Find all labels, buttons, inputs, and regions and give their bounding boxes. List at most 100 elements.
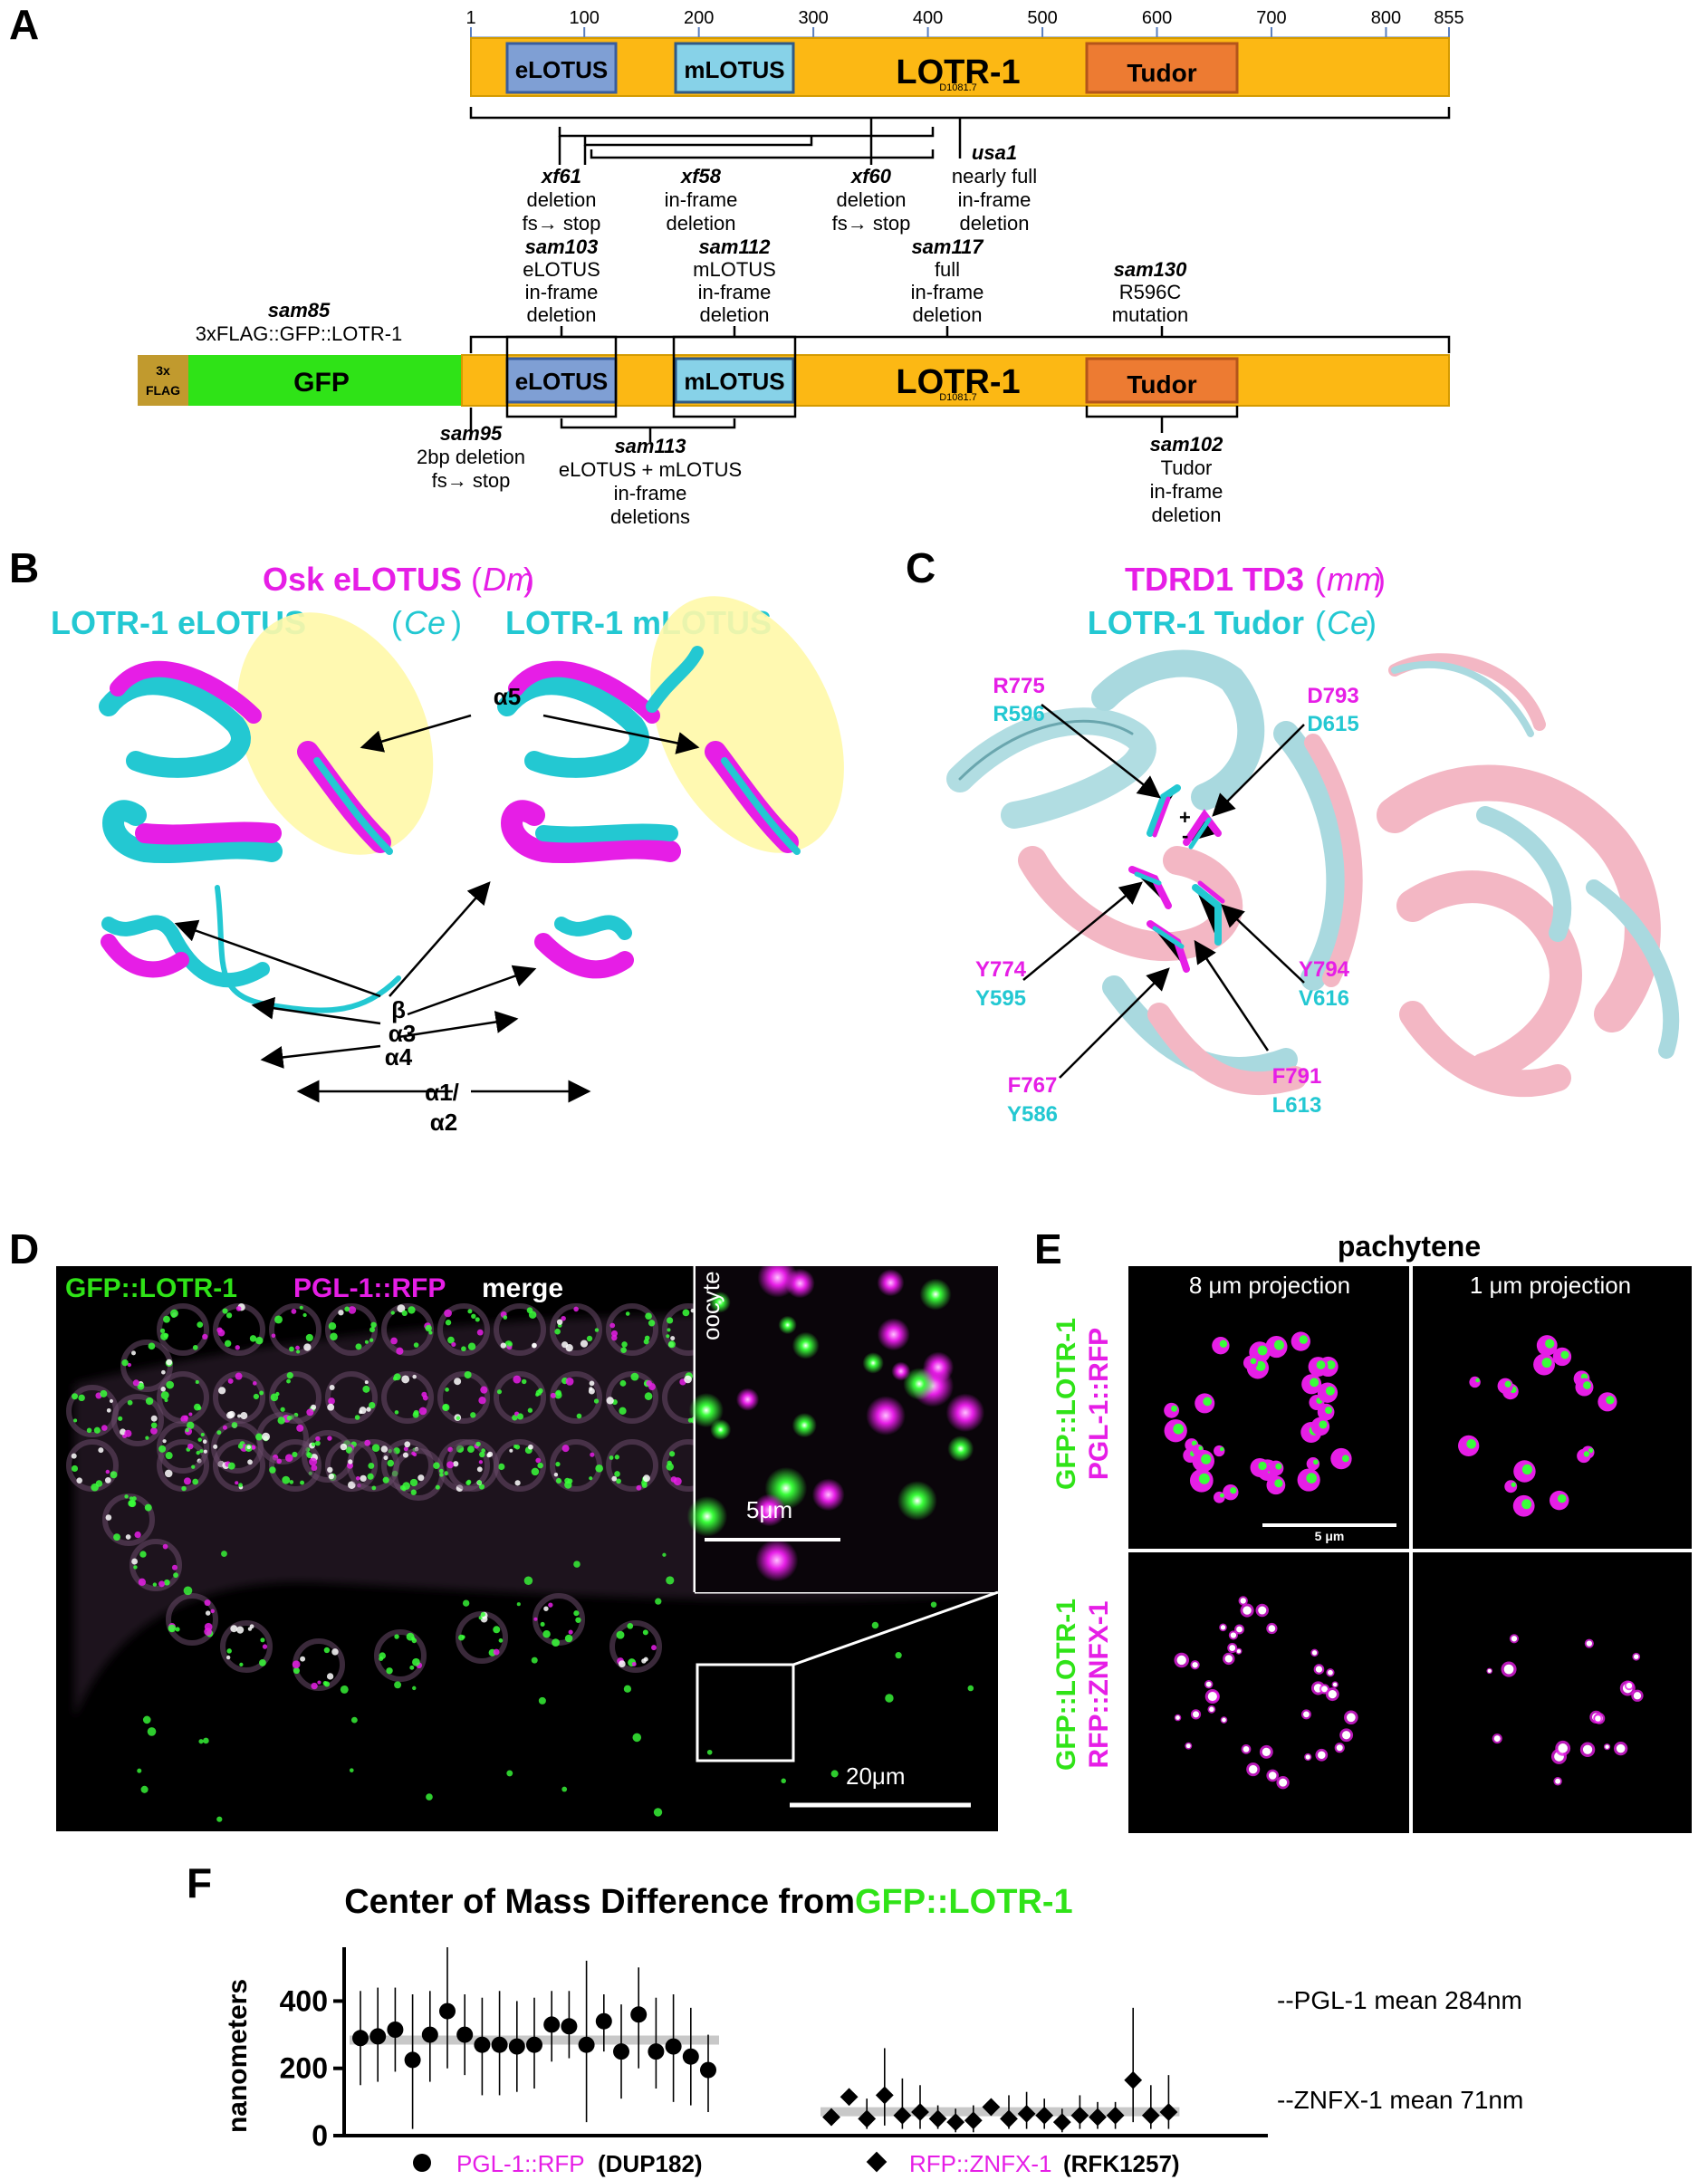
panel-letter-c: C [906, 544, 936, 591]
alpha5-label: α5 [494, 683, 521, 710]
nucleus-36 [292, 1638, 345, 1691]
e-q1-granule-29 [1317, 1382, 1339, 1403]
chart-title-highlight: GFP::LOTR-1 [855, 1883, 1073, 1921]
chart-title-prefix: Center of Mass Difference from [344, 1883, 855, 1921]
panel-letter-a: A [9, 1, 40, 48]
allele-sam117-desc-3: deletion [912, 303, 982, 326]
inset-granule-7 [755, 1539, 799, 1582]
e-q1-granule-15 [1301, 1374, 1322, 1395]
alpha3-label: α3 [389, 1020, 416, 1047]
row2-magenta-label: RFP::ZNFX-1 [1084, 1600, 1114, 1769]
y-tick-label-2: 400 [280, 1984, 328, 2017]
tudor-domain-box-2 [1085, 357, 1239, 404]
lotr-elotus-species-open: ( [391, 604, 402, 641]
e-q3-granule-36 [1310, 1648, 1319, 1657]
allele-sam112-desc-2: in-frame [698, 281, 772, 303]
ruler-tick-label-9: 855 [1434, 8, 1463, 28]
elotus-domain-label: eLOTUS [515, 56, 609, 83]
gfp-tag-label: GFP [293, 368, 350, 398]
legend-pgl1-name: PGL-1::RFP [456, 2150, 585, 2177]
charge-minus: - [1182, 824, 1188, 847]
row2-green-label: GFP::LOTR-1 [1051, 1599, 1081, 1771]
residue-ce-4: L613 [1272, 1093, 1322, 1118]
quadrant-2-blobs [1458, 1335, 1617, 1517]
deletion-brackets-top [469, 107, 1451, 165]
e-q4-granule-0 [1579, 1742, 1596, 1757]
allele-usa1-desc-1: nearly full [952, 165, 1037, 187]
allele-sam117-desc-2: in-frame [911, 281, 984, 303]
label-merge: merge [482, 1273, 564, 1303]
nucleus-15 [437, 1370, 490, 1424]
e-q2-granule-7 [1577, 1448, 1591, 1464]
mlotus-ribbon-model [497, 646, 801, 979]
inset-granule-1 [866, 1396, 906, 1436]
point-1-7 [946, 2113, 965, 2132]
residue-ce-2: Y595 [975, 986, 1026, 1011]
point-0-16 [630, 2006, 648, 2023]
e-q3-granule-1 [1227, 1643, 1238, 1654]
point-1-14 [1070, 2106, 1089, 2125]
e-q3-granule-24 [1190, 1709, 1202, 1720]
inset-granule-0 [778, 1315, 797, 1335]
ruler-tick-label-5: 500 [1027, 8, 1057, 28]
mlotus-domain-box-2 [674, 357, 795, 404]
gfp-tag-box [188, 355, 471, 406]
scale-5um-label: 5μm [746, 1496, 793, 1523]
granule-37 [967, 1685, 974, 1692]
e-q4-granule-7 [1492, 1733, 1502, 1744]
nucleus-28 [606, 1439, 658, 1492]
point-0-10 [526, 2036, 542, 2053]
elotus-ribbon-model [99, 660, 401, 1013]
e-q1-granule-13 [1189, 1468, 1214, 1493]
point-0-14 [595, 2012, 612, 2030]
e-q1-granule-2 [1265, 1335, 1288, 1359]
residue-ce-3: V616 [1299, 986, 1349, 1011]
quadrant-4-blobs [1486, 1634, 1644, 1786]
point-1-18 [1141, 2106, 1160, 2125]
mean-band-1 [820, 2107, 1180, 2117]
e-q3-granule-37 [1220, 1716, 1228, 1724]
nucleus-4 [381, 1303, 434, 1356]
y-axis-label: nanometers [223, 1979, 253, 2133]
ruler-ticks: 1 100 200 300 400 500 600 700 800 855 [465, 8, 1464, 38]
allele-xf58-name: xf58 [680, 165, 722, 187]
nucleus-37 [374, 1629, 427, 1682]
e-q3-granule-23 [1259, 1744, 1273, 1759]
granule-38 [221, 1551, 227, 1557]
nucleus-38 [456, 1611, 508, 1664]
e-q3-granule-9 [1241, 1743, 1252, 1754]
e-q3-granule-33 [1234, 1624, 1245, 1635]
granule-22 [140, 1785, 149, 1793]
allele-sam102-name: sam102 [1150, 433, 1224, 456]
granule-29 [523, 1576, 533, 1585]
point-0-13 [578, 2036, 595, 2053]
e-q3-granule-26 [1266, 1622, 1278, 1635]
pachytene-title: pachytene [1337, 1230, 1482, 1263]
lotr-protein-bar [470, 37, 1450, 97]
allele-xf58-desc-2: deletion [666, 212, 735, 235]
nucleus-5 [437, 1303, 490, 1356]
granule-12 [561, 1786, 568, 1792]
tdrd1-title: TDRD1 TD3 [1125, 561, 1304, 598]
e-q4-granule-8 [1603, 1743, 1611, 1751]
e-q3-granule-22 [1174, 1714, 1182, 1722]
tudor-ribbon-model [946, 649, 1680, 1098]
mlotus-domain-label: mLOTUS [684, 56, 784, 83]
point-0-0 [352, 2030, 369, 2047]
label-oocyte: oocyte [697, 1271, 724, 1340]
e-q4-granule-13 [1613, 1741, 1628, 1756]
residue-mm-0: R775 [993, 674, 1044, 698]
panel-b-structure: Osk eLOTUS ( Dm ) LOTR-1 eLOTUS ( Ce ) L… [51, 561, 844, 1136]
e-q2-granule-0 [1552, 1347, 1572, 1367]
inset-granule-14 [877, 1318, 910, 1351]
inset-blobs [686, 1266, 985, 1582]
e-q3-granule-8 [1190, 1660, 1200, 1670]
alpha1-label: α1/ [425, 1079, 459, 1106]
legend-znfx1-strain: (RFK1257) [1063, 2150, 1180, 2177]
nucleus-49 [446, 1439, 499, 1492]
quadrant-1-blobs [1164, 1331, 1352, 1503]
inset-granule-21 [753, 1493, 786, 1527]
panel-e-micrograph: 8 μm projection 1 μm projection 5 μm [1128, 1266, 1692, 1833]
e-q3-granule-21 [1235, 1647, 1243, 1655]
e-q2-granule-10 [1575, 1378, 1594, 1397]
